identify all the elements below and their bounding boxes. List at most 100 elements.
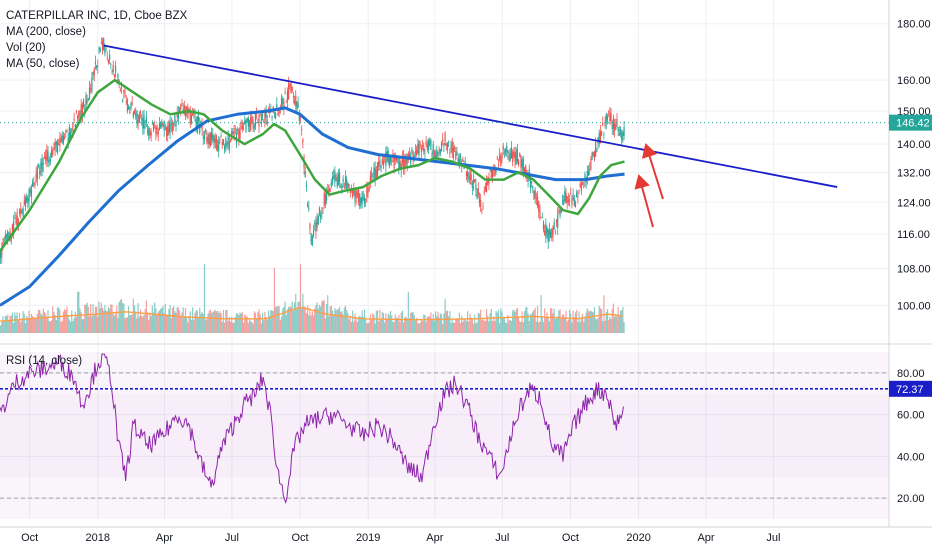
candle-body	[273, 116, 276, 118]
volume-bar	[464, 319, 466, 333]
candle-body	[403, 156, 405, 170]
volume-bar	[437, 311, 439, 333]
volume-bar	[203, 264, 206, 333]
candle-body	[71, 129, 73, 131]
candle-body	[251, 115, 253, 122]
volume-bar	[56, 307, 59, 333]
candle-body	[238, 130, 240, 141]
volume-bar	[163, 313, 165, 333]
volume-bar	[58, 307, 60, 333]
candle-body	[310, 233, 312, 243]
candle-body	[276, 104, 278, 108]
price-tick-label: 160.00	[897, 75, 931, 87]
volume-bar	[46, 317, 48, 333]
candle-body	[73, 119, 75, 121]
volume-bar	[228, 316, 230, 333]
volume-bar	[231, 316, 233, 333]
volume-bar	[583, 321, 585, 333]
legend-vol[interactable]: Vol (20)	[6, 42, 46, 54]
volume-bar	[160, 308, 162, 333]
volume-bar	[304, 306, 306, 333]
candle-body	[163, 124, 165, 131]
candle-body	[17, 219, 19, 228]
candle-body	[359, 193, 361, 207]
volume-bar	[47, 310, 49, 333]
volume-bar	[97, 316, 99, 333]
volume-bar	[581, 313, 584, 333]
candle-body	[573, 198, 575, 206]
volume-bar	[459, 323, 462, 333]
price-tick-label: 132.00	[897, 167, 931, 179]
candle-body	[177, 111, 179, 119]
candle-body	[349, 189, 351, 193]
candle-body	[602, 123, 604, 126]
candle-body	[208, 134, 210, 145]
volume-bar	[110, 304, 112, 333]
volume-bar	[112, 313, 114, 333]
legend-ma50[interactable]: MA (50, close)	[6, 58, 80, 70]
volume-bar	[266, 320, 268, 333]
volume-bar	[213, 311, 215, 333]
candle-body	[290, 80, 292, 93]
volume-bar	[69, 321, 72, 333]
candle-body	[307, 204, 309, 207]
candle-body	[35, 173, 37, 182]
volume-bar	[526, 306, 528, 333]
candle-body	[541, 217, 543, 219]
volume-bar	[130, 315, 132, 333]
volume-bar	[382, 312, 385, 333]
volume-bar	[531, 313, 533, 333]
candle-body	[455, 151, 457, 160]
volume-bar	[395, 317, 398, 333]
candle-body	[414, 151, 417, 154]
volume-bar	[88, 316, 91, 333]
volume-bar	[508, 320, 510, 333]
candle-body	[233, 131, 235, 137]
volume-bar	[192, 307, 194, 333]
candle-body	[311, 236, 313, 246]
candle-body	[547, 230, 549, 243]
candle-body	[69, 132, 72, 139]
volume-bar	[484, 321, 487, 333]
candle-body	[250, 117, 252, 131]
volume-bar	[210, 312, 213, 333]
candle-body	[463, 167, 465, 169]
rsi-title[interactable]: RSI (14, close)	[6, 355, 83, 367]
volume-bar	[298, 301, 300, 333]
candle-body	[579, 183, 581, 187]
candle-body	[453, 148, 456, 149]
legend-ma200[interactable]: MA (200, close)	[6, 26, 86, 38]
candle-body	[118, 79, 120, 83]
volume-bar	[123, 303, 125, 333]
volume-bar	[482, 318, 484, 333]
volume-bar	[176, 307, 178, 333]
candle-body	[289, 83, 291, 88]
volume-bar	[104, 304, 106, 333]
candle-body	[110, 64, 112, 66]
candle-body	[407, 153, 409, 157]
candle-body	[418, 141, 420, 156]
volume-bar	[491, 321, 494, 333]
volume-bar	[329, 306, 331, 333]
volume-bar	[410, 312, 412, 333]
candle-body	[560, 209, 562, 213]
volume-bar	[536, 305, 539, 333]
volume-bar	[66, 306, 68, 333]
candle-body	[245, 119, 247, 132]
volume-bar	[180, 315, 182, 333]
x-tick-label: Apr	[697, 532, 714, 544]
candle-body	[583, 185, 585, 187]
volume-bar	[573, 316, 575, 333]
volume-bar	[148, 320, 150, 333]
volume-bar	[54, 314, 56, 333]
candle-body	[444, 132, 446, 144]
volume-bar	[169, 304, 171, 333]
volume-bar	[611, 308, 613, 333]
volume-bar	[558, 310, 560, 333]
volume-bar	[239, 312, 241, 333]
volume-bar	[186, 317, 188, 333]
volume-bar	[499, 323, 501, 333]
volume-bar	[335, 310, 337, 333]
